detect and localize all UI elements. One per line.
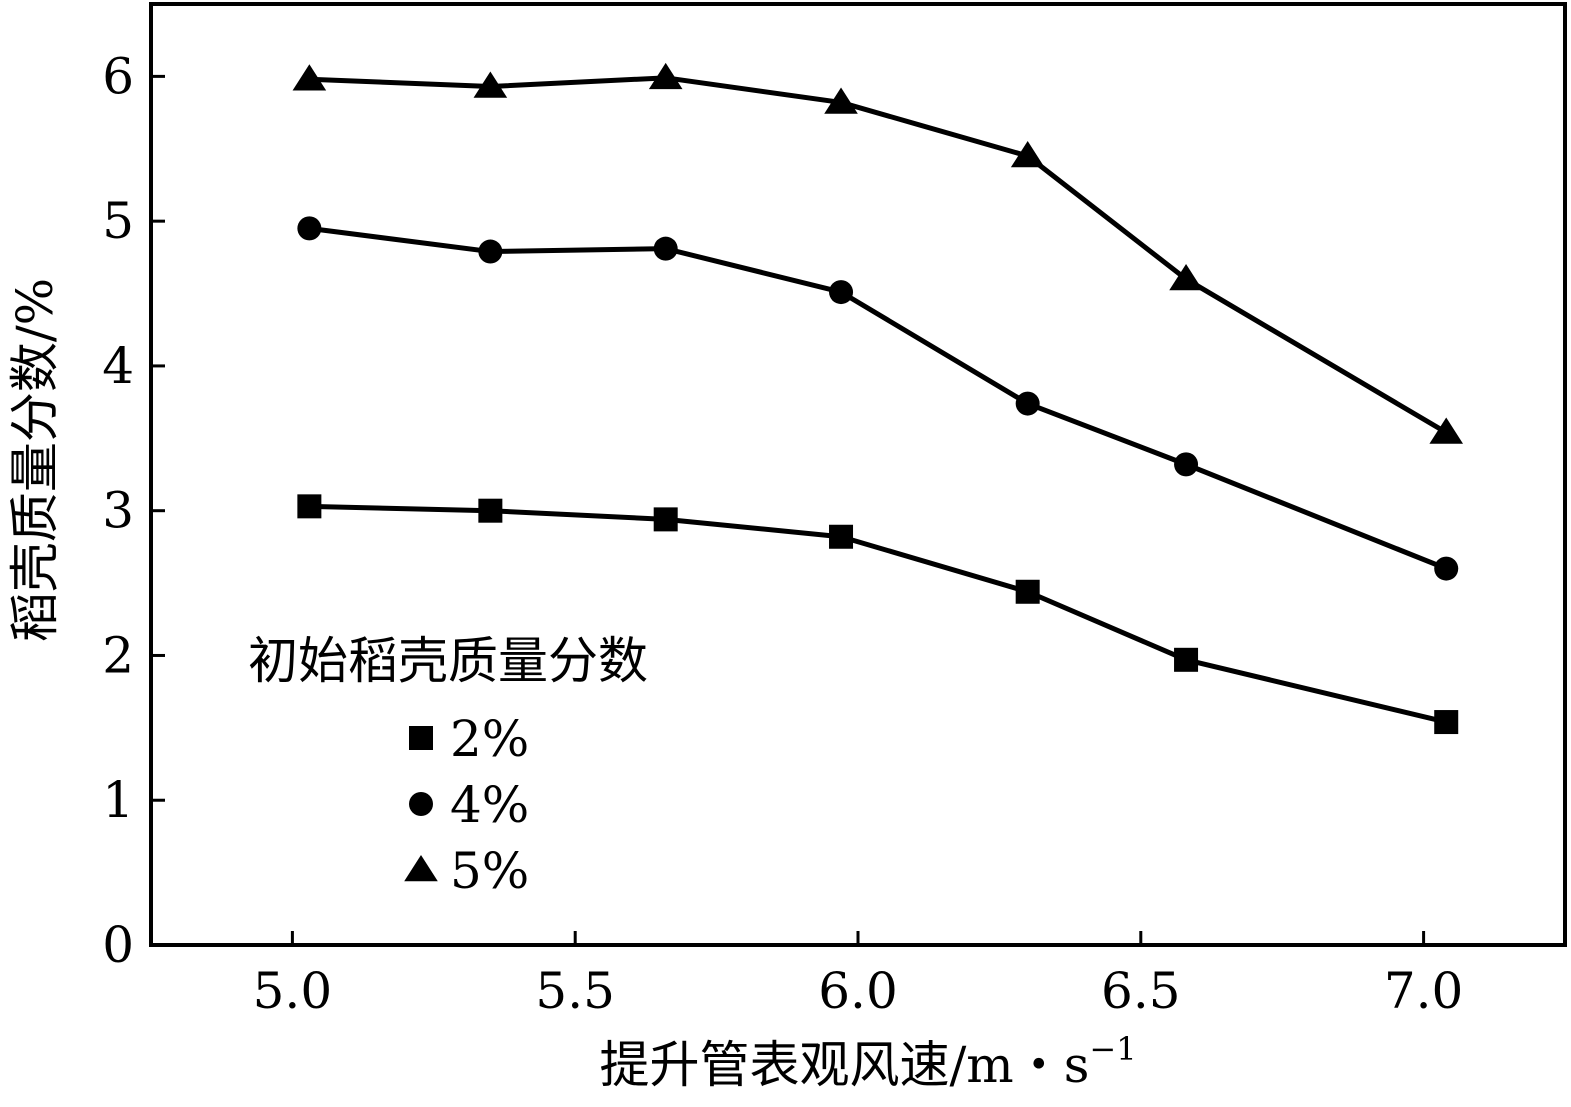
- series-3: [292, 62, 1464, 444]
- legend-marker-circle: [409, 792, 433, 816]
- y-tick-label: 2: [102, 626, 134, 684]
- data-point-triangle: [824, 87, 858, 114]
- x-axis-title-superscript: −1: [1089, 1030, 1136, 1068]
- data-point-triangle: [1169, 264, 1203, 291]
- y-tick-label: 3: [102, 482, 134, 540]
- y-axis-ticks: 0 1 2 3 4 5 6: [102, 47, 165, 974]
- data-point-square: [1174, 647, 1199, 672]
- x-axis-title-text: 提升管表观风速/m・s: [599, 1036, 1089, 1094]
- legend-marker-square: [409, 726, 433, 750]
- data-point-triangle: [1010, 141, 1045, 168]
- data-point-circle: [1174, 452, 1199, 477]
- data-point-circle: [478, 239, 503, 264]
- data-point-square: [653, 507, 678, 532]
- data-point-circle: [653, 236, 678, 261]
- x-tick-label: 6.5: [1101, 962, 1181, 1020]
- data-point-square: [478, 498, 503, 523]
- x-tick-label: 5.5: [535, 962, 615, 1020]
- series-layer: [292, 62, 1464, 735]
- data-point-circle: [1015, 391, 1040, 416]
- legend-label: 2%: [450, 710, 529, 768]
- series-1: [297, 494, 1459, 735]
- x-tick-label: 7.0: [1384, 962, 1464, 1020]
- data-point-triangle: [648, 62, 683, 90]
- x-tick-label: 5.0: [253, 962, 333, 1020]
- data-point-triangle: [1429, 417, 1464, 444]
- y-tick-label: 6: [102, 47, 134, 105]
- data-point-square: [829, 524, 854, 549]
- legend: 初始稻壳质量分数 2% 4% 5%: [248, 632, 648, 900]
- legend-item: 5%: [404, 842, 529, 900]
- data-point-triangle: [292, 64, 327, 91]
- legend-item: 2%: [409, 710, 529, 768]
- x-tick-label: 6.0: [818, 962, 898, 1020]
- y-tick-label: 0: [102, 916, 134, 974]
- data-point-triangle: [473, 71, 508, 98]
- data-point-square: [1434, 710, 1459, 735]
- data-point-square: [1015, 579, 1040, 604]
- legend-marker-triangle: [404, 855, 438, 882]
- data-point-square: [297, 494, 322, 519]
- legend-item: 4%: [409, 776, 529, 834]
- data-point-circle: [297, 216, 322, 241]
- data-point-circle: [1434, 556, 1459, 581]
- y-tick-label: 1: [102, 771, 134, 829]
- x-axis-title: 提升管表观风速/m・s−1: [599, 1030, 1136, 1094]
- y-axis-title: 稻壳质量分数/%: [6, 278, 64, 642]
- y-tick-label: 4: [102, 337, 134, 395]
- data-point-circle: [829, 280, 854, 305]
- y-tick-label: 5: [102, 192, 134, 250]
- x-axis-ticks: 5.0 5.5 6.0 6.5 7.0: [253, 931, 1464, 1020]
- plot-frame: [149, 2, 1567, 947]
- legend-items: 2% 4% 5%: [404, 710, 529, 900]
- legend-title: 初始稻壳质量分数: [248, 632, 648, 690]
- series-2: [297, 216, 1459, 581]
- legend-label: 5%: [450, 842, 529, 900]
- legend-label: 4%: [450, 776, 529, 834]
